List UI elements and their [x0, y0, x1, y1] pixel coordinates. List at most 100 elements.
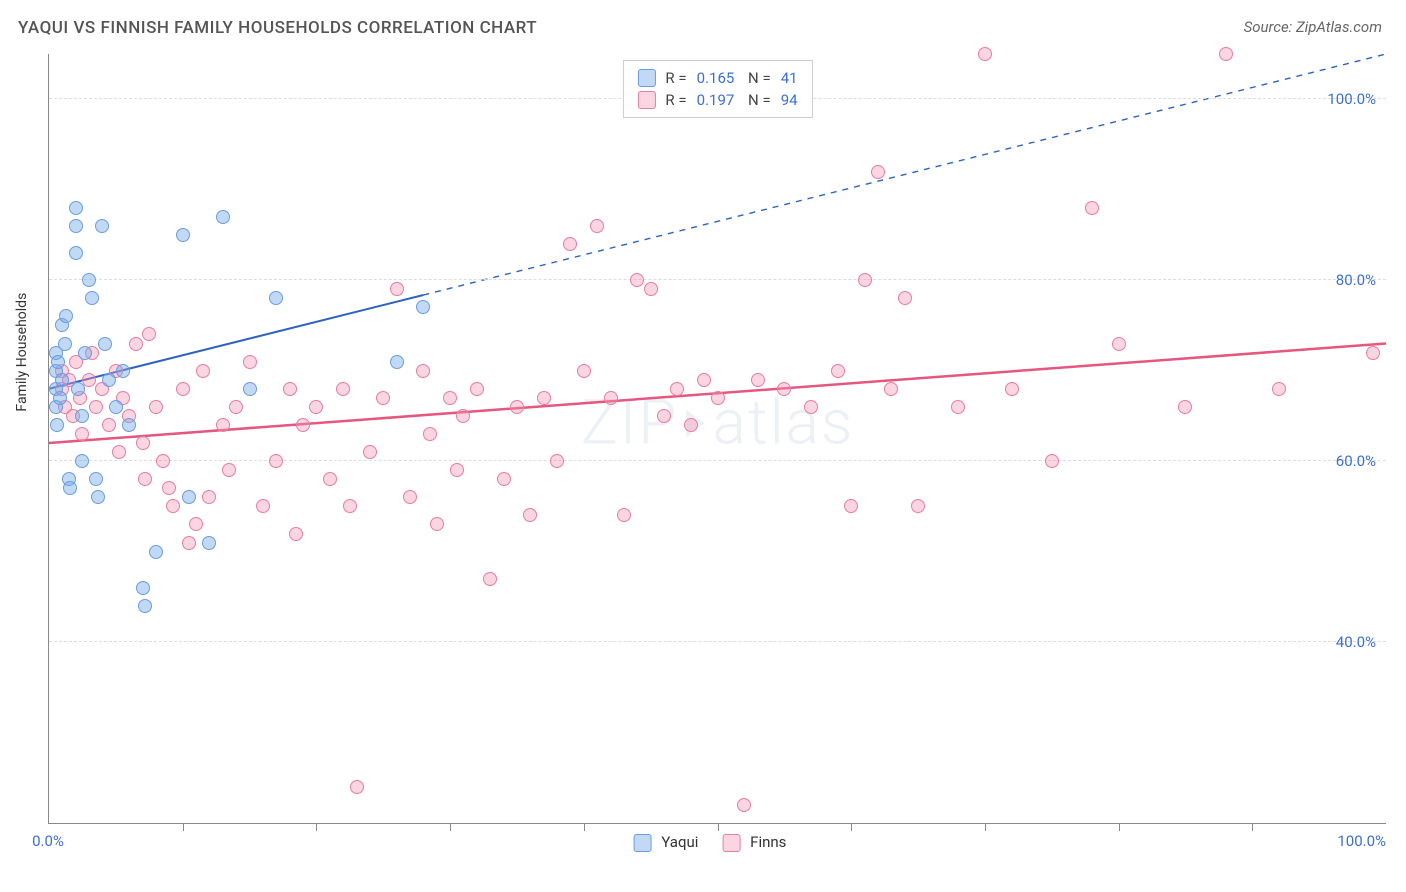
data-point — [85, 291, 99, 305]
data-point — [376, 391, 390, 405]
correlation-legend: R = 0.165 N = 41 R = 0.197 N = 94 — [622, 60, 812, 118]
data-point — [91, 490, 105, 504]
series-legend: Yaqui Finns — [634, 833, 787, 852]
data-point — [166, 499, 180, 513]
x-axis-max-label: 100.0% — [1337, 832, 1386, 850]
legend-r-label: R = — [665, 69, 686, 87]
gridline — [49, 641, 1386, 642]
data-point — [804, 400, 818, 414]
data-point — [470, 382, 484, 396]
data-point — [951, 400, 965, 414]
data-point — [269, 454, 283, 468]
legend-r-label: R = — [665, 91, 686, 109]
data-point — [1045, 454, 1059, 468]
data-point — [363, 445, 377, 459]
data-point — [670, 382, 684, 396]
data-point — [1112, 337, 1126, 351]
legend-n-label: N = — [744, 91, 770, 109]
data-point — [162, 481, 176, 495]
data-point — [1005, 382, 1019, 396]
data-point — [89, 400, 103, 414]
legend-label-yaqui: Yaqui — [661, 833, 698, 851]
data-point — [256, 499, 270, 513]
data-point — [390, 282, 404, 296]
legend-item-finns: Finns — [722, 833, 786, 852]
data-point — [243, 355, 257, 369]
data-point — [102, 418, 116, 432]
data-point — [737, 798, 751, 812]
source-attribution: Source: ZipAtlas.com — [1244, 18, 1382, 36]
data-point — [497, 472, 511, 486]
data-point — [423, 427, 437, 441]
data-point — [69, 246, 83, 260]
x-tick — [584, 823, 585, 831]
data-point — [523, 508, 537, 522]
data-point — [176, 382, 190, 396]
data-point — [75, 409, 89, 423]
data-point — [176, 228, 190, 242]
legend-n-label: N = — [744, 69, 770, 87]
data-point — [78, 346, 92, 360]
legend-swatch-finns — [637, 91, 655, 109]
trend-lines — [49, 54, 1386, 823]
data-point — [416, 364, 430, 378]
data-point — [390, 355, 404, 369]
data-point — [697, 373, 711, 387]
data-point — [751, 373, 765, 387]
data-point — [289, 527, 303, 541]
y-tick-label: 100.0% — [1327, 90, 1376, 108]
data-point — [884, 382, 898, 396]
data-point — [911, 499, 925, 513]
x-tick — [316, 823, 317, 831]
data-point — [138, 472, 152, 486]
data-point — [296, 418, 310, 432]
data-point — [283, 382, 297, 396]
data-point — [269, 291, 283, 305]
data-point — [63, 481, 77, 495]
data-point — [537, 391, 551, 405]
data-point — [69, 219, 83, 233]
data-point — [456, 409, 470, 423]
data-point — [323, 472, 337, 486]
legend-item-yaqui: Yaqui — [634, 833, 699, 852]
data-point — [630, 273, 644, 287]
data-point — [109, 400, 123, 414]
legend-swatch-yaqui — [637, 69, 655, 87]
watermark-text-2: atlas — [713, 387, 855, 460]
data-point — [50, 418, 64, 432]
data-point — [95, 219, 109, 233]
data-point — [222, 463, 236, 477]
data-point — [416, 300, 430, 314]
data-point — [336, 382, 350, 396]
data-point — [617, 508, 631, 522]
data-point — [122, 418, 136, 432]
y-axis-label: Family Households — [14, 293, 30, 412]
data-point — [202, 490, 216, 504]
data-point — [202, 536, 216, 550]
x-tick — [985, 823, 986, 831]
data-point — [182, 536, 196, 550]
legend-row-finns: R = 0.197 N = 94 — [637, 89, 797, 111]
data-point — [53, 391, 67, 405]
data-point — [1178, 400, 1192, 414]
data-point — [149, 545, 163, 559]
data-point — [871, 165, 885, 179]
data-point — [75, 454, 89, 468]
data-point — [1366, 346, 1380, 360]
data-point — [1219, 47, 1233, 61]
data-point — [71, 382, 85, 396]
legend-swatch-yaqui — [634, 834, 652, 852]
data-point — [55, 373, 69, 387]
data-point — [59, 309, 73, 323]
data-point — [136, 436, 150, 450]
data-point — [403, 490, 417, 504]
data-point — [189, 517, 203, 531]
watermark-text-1: ZIP — [581, 387, 679, 460]
y-tick-label: 40.0% — [1336, 633, 1376, 651]
x-tick — [851, 823, 852, 831]
data-point — [978, 47, 992, 61]
data-point — [102, 373, 116, 387]
data-point — [58, 337, 72, 351]
x-axis-min-label: 0.0% — [32, 832, 64, 850]
data-point — [243, 382, 257, 396]
